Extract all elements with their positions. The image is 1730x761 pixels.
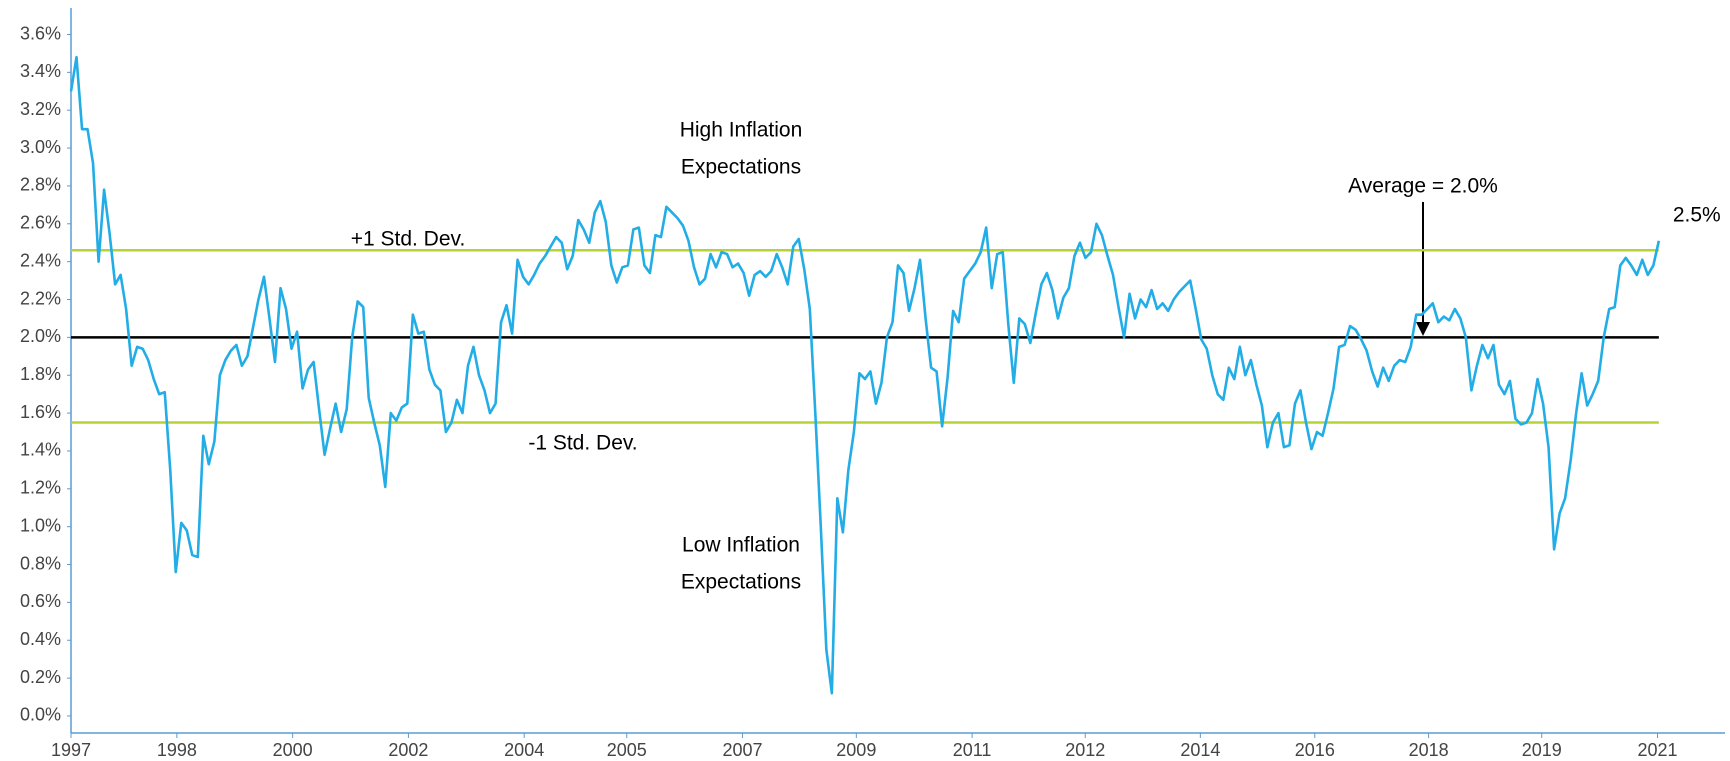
y-tick-label: 2.4% xyxy=(20,250,61,270)
annotation: High Inflation xyxy=(680,119,803,142)
x-tick-label: 2009 xyxy=(836,740,876,760)
y-tick-label: 2.8% xyxy=(20,175,61,195)
y-tick-label: 1.4% xyxy=(20,440,61,460)
x-tick-label: 2000 xyxy=(273,740,313,760)
x-tick-label: 2014 xyxy=(1180,740,1220,760)
reference-label: -1 Std. Dev. xyxy=(528,432,637,455)
arrow-head xyxy=(1416,322,1430,336)
y-tick-label: 3.4% xyxy=(20,61,61,81)
x-tick-label: 2019 xyxy=(1522,740,1562,760)
y-tick-label: 0.4% xyxy=(20,629,61,649)
x-tick-label: 1997 xyxy=(51,740,91,760)
y-tick-label: 3.2% xyxy=(20,99,61,119)
y-tick-label: 2.2% xyxy=(20,288,61,308)
annotation: Expectations xyxy=(681,156,801,179)
x-tick-label: 2016 xyxy=(1295,740,1335,760)
x-tick-label: 2021 xyxy=(1637,740,1677,760)
x-tick-label: 2004 xyxy=(504,740,544,760)
annotation: Low Inflation xyxy=(682,534,800,557)
x-tick-label: 2012 xyxy=(1065,740,1105,760)
reference-label: Average = 2.0% xyxy=(1348,175,1498,198)
y-tick-label: 0.8% xyxy=(20,553,61,573)
value-label: 2.5% xyxy=(1673,203,1721,226)
y-tick-label: 0.6% xyxy=(20,591,61,611)
y-tick-label: 0.2% xyxy=(20,667,61,687)
x-tick-label: 2002 xyxy=(388,740,428,760)
x-tick-label: 2011 xyxy=(953,740,992,760)
x-tick-label: 2018 xyxy=(1409,740,1449,760)
x-tick-label: 2007 xyxy=(723,740,763,760)
y-tick-label: 1.8% xyxy=(20,364,61,384)
y-tick-label: 2.0% xyxy=(20,326,61,346)
annotation: Expectations xyxy=(681,571,801,594)
y-tick-label: 2.6% xyxy=(20,213,61,233)
y-tick-label: 3.0% xyxy=(20,137,61,157)
x-tick-label: 2005 xyxy=(607,740,647,760)
y-tick-label: 1.0% xyxy=(20,515,61,535)
y-tick-label: 3.6% xyxy=(20,23,61,43)
data-line xyxy=(69,55,1661,695)
y-tick-label: 1.6% xyxy=(20,402,61,422)
x-tick-label: 1998 xyxy=(157,740,197,760)
reference-label: +1 Std. Dev. xyxy=(351,228,466,251)
y-tick-label: 1.2% xyxy=(20,478,61,498)
y-tick-label: 0.0% xyxy=(20,705,61,725)
